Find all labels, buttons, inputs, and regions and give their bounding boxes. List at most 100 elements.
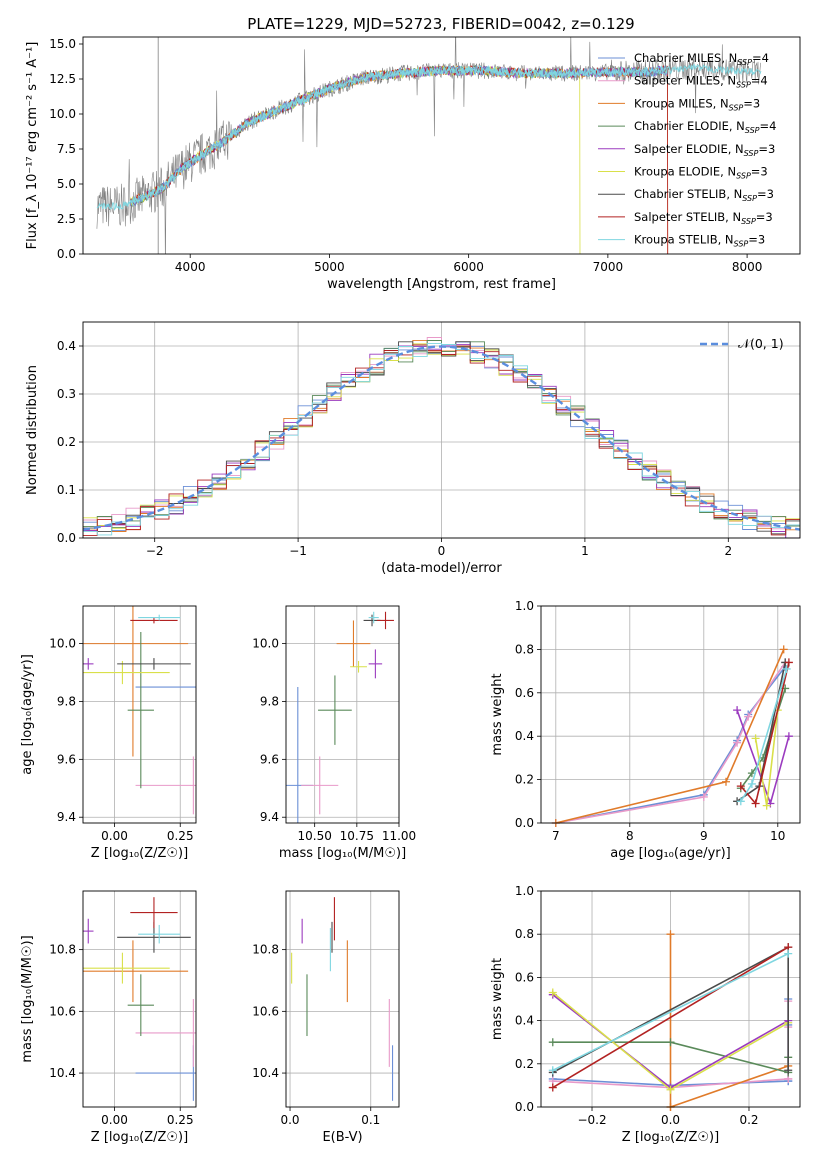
- data-marker: [733, 738, 742, 747]
- model-line-chabrier_elodie: [129, 65, 668, 208]
- y-tick-label: 10.6: [252, 1004, 279, 1018]
- data-marker: [784, 658, 793, 667]
- data-point-salpeter_miles: [301, 756, 339, 815]
- y-tick-label: 0.0: [57, 531, 76, 545]
- data-marker: [548, 988, 557, 997]
- x-tick-label: −1: [289, 544, 307, 558]
- model-line-salpeter_stelib: [129, 64, 669, 254]
- data-marker: [666, 1085, 675, 1094]
- x-axis-label: wavelength [Angstrom, rest frame]: [327, 277, 556, 292]
- histograms: [83, 337, 800, 538]
- legend-label: Chabrier ELODIE, NSSP=4: [634, 119, 776, 135]
- series-line-salpeter_stelib: [552, 946, 789, 1089]
- normal-curve: [83, 345, 800, 531]
- data-point-kroupa_elodie: [83, 952, 170, 984]
- x-axis-label: Z [log₁₀(Z/Z☉)]: [91, 1130, 188, 1145]
- y-tick-label: 10.0: [49, 637, 76, 651]
- x-tick-label: 0.0: [661, 1113, 680, 1127]
- data-marker: [733, 706, 742, 715]
- y-tick-label: 10.0: [252, 637, 279, 651]
- x-tick-label: 10: [770, 829, 785, 843]
- data-point-chabrier_elodie: [127, 632, 154, 789]
- y-tick-label: 0.2: [515, 773, 534, 787]
- data-point-chabrier_elodie: [127, 974, 154, 1037]
- error-bars: [83, 606, 196, 815]
- y-tick-label: 0.1: [57, 483, 76, 497]
- data-marker: [699, 792, 708, 801]
- model-line-kroupa_miles: [129, 64, 669, 254]
- x-tick-label: 10.50: [297, 829, 331, 843]
- y-tick-label: 0.3: [57, 387, 76, 401]
- legend-label: Chabrier STELIB, NSSP=3: [634, 187, 774, 203]
- data-point-salpeter_elodie: [368, 649, 383, 679]
- y-tick-label: 10.4: [252, 1066, 279, 1080]
- model-line-kroupa_stelib: [129, 65, 668, 206]
- y-tick-label: 10.0: [49, 107, 76, 121]
- x-tick-label: 9: [700, 829, 708, 843]
- error-bars: [83, 897, 196, 1101]
- data-point-kroupa_stelib: [138, 924, 181, 944]
- x-tick-label: 7: [552, 829, 560, 843]
- data-marker: [784, 1066, 793, 1075]
- y-tick-label: 0.4: [515, 729, 534, 743]
- x-tick-label: 11.00: [382, 829, 416, 843]
- axes-frame: [82, 36, 801, 255]
- y-tick-label: 9.6: [260, 752, 279, 766]
- y-axis-label: mass weight: [490, 958, 505, 1040]
- x-tick-label: 5000: [314, 260, 345, 274]
- data-point-kroupa_miles: [83, 940, 189, 1003]
- y-tick-label: 1.0: [515, 884, 534, 898]
- x-tick-label: 8000: [732, 260, 763, 274]
- mass_vs_Z-panel: 0.00 0.25 10.4 10.6 10.8 Z [log₁₀(Z/Z☉)] mass …: [20, 890, 197, 1145]
- data-marker: [666, 1038, 675, 1047]
- x-tick-label: 4000: [175, 260, 206, 274]
- spectrum-panel: 4000 5000 6000 7000 8000 0.0 2.5 5.0 7.5 10.0 12.5…: [25, 36, 801, 292]
- figure-title: PLATE=1229, MJD=52723, FIBERID=0042, z=0…: [247, 15, 634, 33]
- y-tick-label: 2.5: [57, 212, 76, 226]
- y-tick-label: 7.5: [57, 142, 76, 156]
- legend-label: Kroupa STELIB, NSSP=3: [634, 233, 765, 249]
- legend-label: 𝒩(0, 1): [738, 336, 784, 351]
- axes-frame: [540, 890, 801, 1108]
- x-tick-label: 0.00: [101, 829, 128, 843]
- data-point-salpeter_elodie: [83, 918, 94, 944]
- data-marker: [747, 779, 756, 788]
- model-line-chabrier_miles: [129, 64, 668, 207]
- y-tick-label: 0.6: [515, 686, 534, 700]
- panels: 4000 5000 6000 7000 80000.02.55.07.510.012.5…: [20, 36, 801, 1145]
- y-tick-label: 0.4: [57, 339, 76, 353]
- y-axis-label: age [log₁₀(age/yr)]: [20, 654, 35, 775]
- data-marker: [779, 645, 788, 654]
- error-bars: [286, 611, 394, 823]
- x-tick-label: −2: [146, 544, 164, 558]
- x-tick-label: 0.2: [739, 1113, 758, 1127]
- data-marker: [751, 799, 760, 808]
- x-tick-label: 1: [581, 544, 589, 558]
- x-tick-label: 0.1: [361, 1113, 380, 1127]
- y-tick-label: 1.0: [515, 599, 534, 613]
- data-marker: [782, 664, 791, 673]
- data-marker: [751, 734, 760, 743]
- x-axis-label: (data-model)/error: [381, 561, 502, 576]
- data-point-kroupa_stelib: [138, 614, 181, 621]
- age_vs_Z-panel: 0.00 0.25 9.4 9.6 9.8 10.0 Z [log₁₀(Z/Z☉)] age …: [20, 605, 197, 861]
- y-tick-label: 10.8: [49, 943, 76, 957]
- x-tick-label: 2: [724, 544, 732, 558]
- data-marker: [666, 930, 675, 939]
- y-tick-label: 0.6: [515, 970, 534, 984]
- x-tick-label: 0.0: [280, 1113, 299, 1127]
- y-axis-label: Normed distribution: [25, 365, 40, 495]
- x-axis-label: E(B-V): [322, 1130, 362, 1145]
- y-axis-label: mass weight: [490, 673, 505, 755]
- data-point-salpeter_stelib: [130, 897, 178, 929]
- series-line-kroupa_stelib: [552, 952, 789, 1072]
- y-tick-label: 10.6: [49, 1004, 76, 1018]
- mass_vs_ebv-panel: 0.0 0.1 10.4 10.6 10.8 E(B-V): [252, 890, 400, 1145]
- axes-frame: [285, 890, 400, 1108]
- legend-label: Salpeter ELODIE, NSSP=3: [634, 142, 775, 158]
- data-marker: [548, 1038, 557, 1047]
- mass_weight_vs_age-panel: 7 8 9 10 0.0 0.2 0.4 0.6 0.8 1.0 age [log₁₀(age/yr…: [490, 599, 801, 861]
- axes-frame: [82, 890, 197, 1108]
- legend-label: Salpeter MILES, NSSP=4: [634, 74, 768, 90]
